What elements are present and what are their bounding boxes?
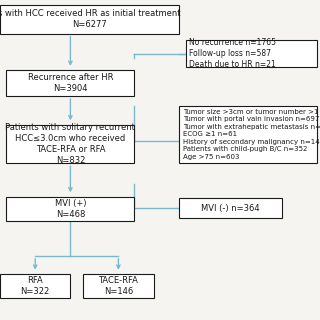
FancyBboxPatch shape (0, 5, 179, 34)
Text: No recurrence n=1765
Follow-up loss n=587
Death due to HR n=21: No recurrence n=1765 Follow-up loss n=58… (189, 38, 276, 69)
Text: Patients with solitary recurrent
HCC≤3.0cm who received
TACE-RFA or RFA
N=832: Patients with solitary recurrent HCC≤3.0… (5, 123, 135, 165)
Text: MVI (+)
N=468: MVI (+) N=468 (55, 199, 86, 219)
FancyBboxPatch shape (179, 106, 317, 163)
FancyBboxPatch shape (6, 70, 134, 96)
Text: MVI (-) n=364: MVI (-) n=364 (201, 204, 260, 212)
FancyBboxPatch shape (6, 197, 134, 221)
Text: Tumor size >3cm or tumor number >1 n=3
Tumor with portal vain invasion n=697
Tum: Tumor size >3cm or tumor number >1 n=3 T… (183, 109, 320, 160)
Text: Recurrence after HR
N=3904: Recurrence after HR N=3904 (28, 73, 113, 93)
Text: s with HCC received HR as initial treatment
N=6277: s with HCC received HR as initial treatm… (0, 9, 181, 29)
Text: TACE-RFA
N=146: TACE-RFA N=146 (99, 276, 138, 296)
Text: RFA
N=322: RFA N=322 (20, 276, 50, 296)
FancyBboxPatch shape (0, 274, 70, 298)
FancyBboxPatch shape (186, 40, 317, 67)
FancyBboxPatch shape (179, 198, 282, 218)
FancyBboxPatch shape (83, 274, 154, 298)
FancyBboxPatch shape (6, 125, 134, 163)
